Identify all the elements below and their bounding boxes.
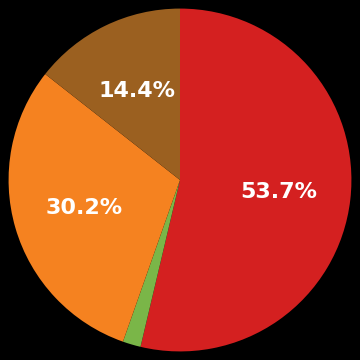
Text: 14.4%: 14.4% xyxy=(98,81,175,100)
Wedge shape xyxy=(45,9,180,180)
Wedge shape xyxy=(123,180,180,347)
Wedge shape xyxy=(9,74,180,342)
Text: 53.7%: 53.7% xyxy=(240,181,317,202)
Wedge shape xyxy=(140,9,351,351)
Text: 30.2%: 30.2% xyxy=(46,198,123,218)
